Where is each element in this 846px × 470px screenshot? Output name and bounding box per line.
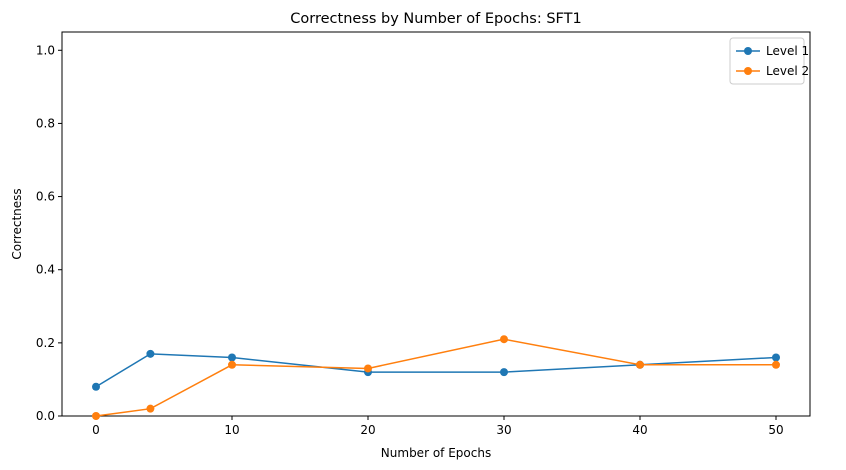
x-tick-label: 30	[496, 423, 511, 437]
data-point-level-2	[364, 364, 372, 373]
legend-label-level-1: Level 1	[766, 44, 809, 58]
legend-marker-level-1	[744, 47, 752, 55]
legend-label-level-2: Level 2	[766, 64, 809, 78]
data-point-level-2	[500, 335, 508, 344]
y-axis-title: Correctness	[10, 188, 24, 259]
x-tick-label: 20	[360, 423, 375, 437]
x-tick-label: 50	[768, 423, 783, 437]
y-tick-label: 0.6	[36, 190, 55, 204]
data-point-level-2	[228, 360, 236, 369]
x-tick-label: 0	[92, 423, 100, 437]
y-tick-label: 0.2	[36, 336, 55, 350]
series-layer	[92, 335, 780, 420]
data-point-level-2	[636, 360, 644, 369]
data-point-level-1	[228, 353, 236, 362]
plot-area	[61, 31, 811, 417]
data-point-level-2	[772, 360, 780, 369]
x-tick-label: 40	[632, 423, 647, 437]
y-tick-label: 0.4	[36, 263, 55, 277]
x-axis-title: Number of Epochs	[381, 446, 491, 460]
x-tick-label: 10	[224, 423, 239, 437]
data-point-level-1	[146, 349, 155, 358]
y-tick-label: 0.8	[36, 116, 55, 130]
data-point-level-2	[146, 404, 155, 413]
x-axis: 0 10 20 30 40 50	[92, 416, 784, 437]
chart-title: Correctness by Number of Epochs: SFT1	[290, 11, 581, 27]
legend-marker-level-2	[744, 67, 752, 75]
data-point-level-1	[92, 382, 100, 391]
y-axis: 0.0 0.2 0.4 0.6 0.8 1.0	[36, 43, 62, 423]
data-point-level-1	[500, 368, 508, 377]
data-point-level-1	[772, 353, 780, 362]
y-tick-label: 0.0	[36, 409, 55, 423]
data-point-level-2	[92, 412, 100, 420]
y-tick-label: 1.0	[36, 43, 55, 57]
legend: Level 1 Level 2	[729, 37, 809, 85]
